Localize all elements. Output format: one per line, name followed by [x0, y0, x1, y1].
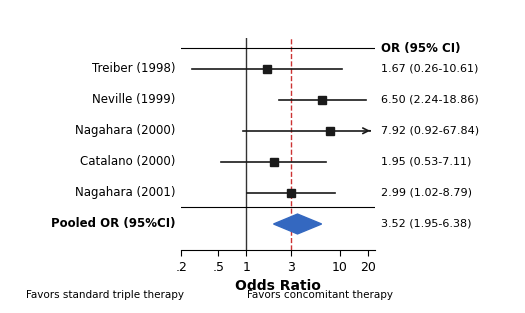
Text: 1.95 (0.53-7.11): 1.95 (0.53-7.11)	[381, 157, 471, 167]
Text: 3.52 (1.95-6.38): 3.52 (1.95-6.38)	[381, 219, 471, 229]
Polygon shape	[274, 214, 322, 234]
Text: Favors standard triple therapy: Favors standard triple therapy	[26, 290, 184, 300]
Text: 1.67 (0.26-10.61): 1.67 (0.26-10.61)	[381, 64, 478, 74]
Text: Nagahara (2001): Nagahara (2001)	[76, 187, 176, 199]
Text: Catalano (2000): Catalano (2000)	[80, 155, 176, 168]
Text: 2.99 (1.02-8.79): 2.99 (1.02-8.79)	[381, 188, 471, 198]
X-axis label: Odds Ratio: Odds Ratio	[235, 280, 321, 293]
Text: 6.50 (2.24-18.86): 6.50 (2.24-18.86)	[381, 95, 478, 105]
Text: OR (95% CI): OR (95% CI)	[381, 42, 460, 55]
Text: Treiber (1998): Treiber (1998)	[92, 62, 176, 75]
Text: Nagahara (2000): Nagahara (2000)	[76, 124, 176, 137]
Text: Neville (1999): Neville (1999)	[92, 93, 176, 106]
Text: Favors concomitant therapy: Favors concomitant therapy	[247, 290, 393, 300]
Text: 7.92 (0.92-67.84): 7.92 (0.92-67.84)	[381, 126, 479, 136]
Text: Pooled OR (95%CI): Pooled OR (95%CI)	[51, 218, 176, 230]
